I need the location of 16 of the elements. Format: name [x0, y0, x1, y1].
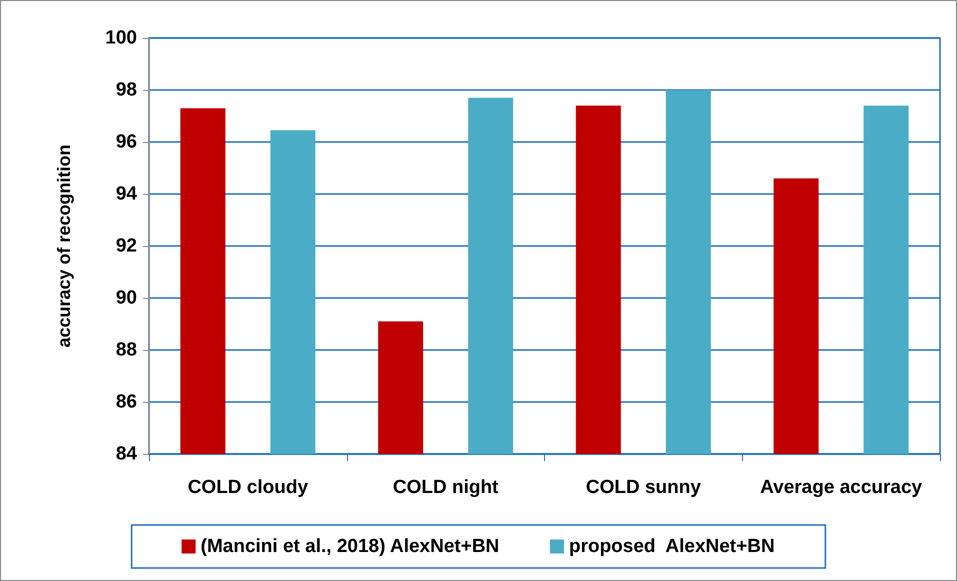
y-tick-label: 96 — [116, 132, 137, 152]
x-tick-label: COLD sunny — [586, 477, 702, 498]
legend-label: (Mancini et al., 2018) AlexNet+BN — [200, 536, 500, 557]
y-tick-label: 92 — [116, 236, 137, 256]
y-tick-label: 90 — [116, 288, 137, 308]
legend-label: proposed AlexNet+BN — [568, 536, 775, 557]
y-tick-label: 98 — [116, 80, 137, 100]
y-axis-title: accuracy of recognition — [54, 144, 74, 348]
y-tick-label: 88 — [116, 340, 137, 360]
x-tick-label: Average accuracy — [760, 477, 923, 498]
y-tick-label: 84 — [116, 444, 138, 464]
y-tick-label: 94 — [116, 184, 138, 204]
y-tick-label: 100 — [105, 28, 137, 48]
x-tick-label: COLD cloudy — [188, 477, 308, 498]
x-tick-label: COLD night — [392, 477, 500, 498]
y-tick-label: 86 — [116, 392, 137, 412]
